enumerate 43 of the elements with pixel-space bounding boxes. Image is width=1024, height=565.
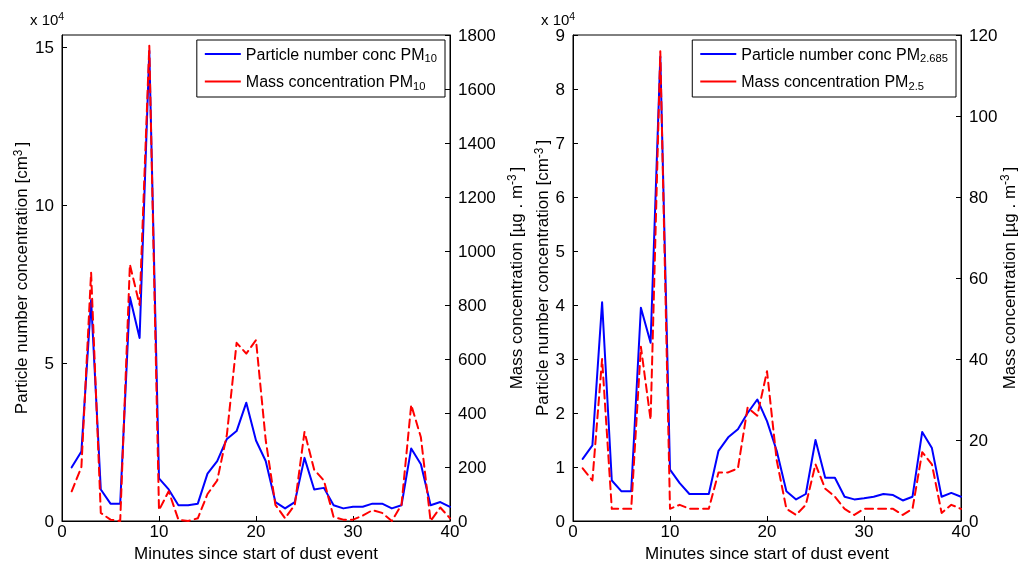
x-axis-title: Minutes since start of dust event [645, 543, 890, 563]
y-tick-label: 4 [555, 295, 565, 315]
y-tick-label: 1 [555, 457, 565, 477]
y-tick-label: 15 [35, 38, 54, 58]
y-tick-label: 10 [35, 195, 54, 215]
y-tick-label: 7 [555, 133, 565, 153]
y2-tick-label: 1200 [458, 187, 496, 207]
x-axis-title: Minutes since start of dust event [134, 543, 379, 563]
y-tick-label: 5 [44, 353, 54, 373]
y2-tick-label: 400 [458, 403, 487, 423]
x-tick-label: 0 [568, 522, 578, 541]
y2-tick-label: 1400 [458, 133, 496, 153]
y-axis-title: Particle number concentration [cm-3] [531, 139, 553, 417]
y2-tick-label: 60 [969, 268, 988, 288]
y2-axis-title: Mass concentration [µg . m-3] [505, 166, 526, 390]
y2-tick-label: 120 [969, 25, 998, 45]
y2-tick-label: 200 [458, 457, 487, 477]
x-tick-label: 40 [951, 522, 971, 541]
y2-tick-label: 1000 [458, 241, 496, 261]
y2-axis-title: Mass concentration [µg . m-3] [998, 166, 1019, 390]
y-axis-title: Particle number concentration [cm3] [10, 141, 32, 415]
y2-tick-label: 100 [969, 106, 998, 126]
x-tick-label: 20 [757, 522, 777, 541]
y-tick-label: 3 [555, 349, 565, 369]
y2-tick-label: 20 [969, 430, 988, 450]
x-tick-label: 30 [854, 522, 874, 541]
x-tick-label: 20 [246, 522, 266, 541]
y-tick-label: 5 [555, 241, 565, 261]
y2-tick-label: 600 [458, 349, 487, 369]
y-tick-label: 2 [555, 403, 565, 423]
y2-tick-label: 1800 [458, 25, 496, 45]
y2-tick-label: 80 [969, 187, 988, 207]
x-tick-label: 10 [660, 522, 680, 541]
y2-tick-label: 800 [458, 295, 487, 315]
x-tick-label: 40 [440, 522, 460, 541]
y2-tick-label: 40 [969, 349, 988, 369]
x-tick-label: 30 [343, 522, 363, 541]
y-tick-label: 6 [555, 187, 565, 207]
y2-tick-label: 1600 [458, 79, 496, 99]
x-tick-label: 10 [149, 522, 169, 541]
x-tick-label: 0 [57, 522, 67, 541]
y-tick-label: 8 [555, 79, 565, 99]
y-tick-label: 9 [555, 25, 565, 45]
